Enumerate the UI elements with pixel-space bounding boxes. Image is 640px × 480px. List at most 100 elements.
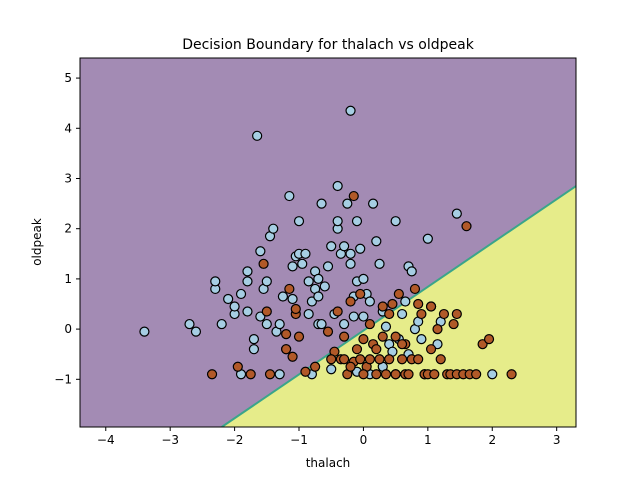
data-point-class-0 [313, 273, 324, 284]
data-point-class-1 [355, 354, 366, 365]
data-point-class-0 [210, 276, 221, 287]
data-point-class-1 [206, 369, 218, 380]
y-tick-label: −1 [54, 372, 72, 386]
data-point-class-1 [448, 318, 459, 330]
data-point-class-0 [293, 216, 305, 227]
data-point-class-0 [274, 369, 285, 380]
data-point-class-0 [342, 198, 353, 209]
data-point-class-1 [371, 369, 382, 380]
y-tick-label: 3 [64, 171, 72, 185]
data-point-class-1 [287, 351, 298, 362]
data-point-class-1 [345, 361, 356, 372]
data-point-class-1 [377, 301, 388, 312]
data-point-class-0 [300, 248, 311, 259]
data-point-class-0 [261, 318, 272, 330]
data-point-class-0 [371, 236, 382, 247]
y-axis: −1 0 1 2 3 4 5 [54, 71, 80, 386]
data-point-class-0 [406, 266, 417, 277]
data-point-class-1 [281, 329, 292, 340]
data-point-class-1 [364, 354, 375, 365]
data-point-class-0 [326, 241, 337, 252]
data-point-class-1 [358, 369, 369, 380]
data-point-class-0 [351, 216, 363, 227]
data-point-class-0 [396, 308, 408, 320]
data-point-class-1 [377, 331, 388, 342]
y-tick-label: 0 [64, 322, 72, 336]
data-points [139, 105, 517, 380]
data-point-class-0 [274, 318, 285, 330]
data-point-class-0 [255, 246, 266, 257]
data-point-class-0 [303, 276, 314, 287]
data-point-class-0 [235, 288, 247, 300]
data-point-class-0 [313, 291, 324, 302]
data-point-class-1 [358, 334, 369, 345]
data-point-class-1 [429, 369, 440, 380]
data-point-class-1 [284, 283, 295, 295]
data-point-class-1 [300, 366, 311, 377]
data-point-class-1 [461, 221, 472, 232]
data-point-class-1 [471, 369, 482, 380]
data-point-class-0 [380, 321, 392, 332]
x-tick-label: 3 [553, 433, 561, 447]
x-tick-label: −1 [290, 433, 308, 447]
x-tick-label: 0 [360, 433, 368, 447]
data-point-class-0 [242, 306, 253, 317]
data-point-class-1 [232, 361, 243, 372]
data-point-class-0 [248, 334, 260, 345]
data-point-class-0 [252, 130, 263, 141]
data-point-class-1 [384, 354, 395, 365]
data-point-class-1 [425, 344, 437, 355]
data-point-class-1 [339, 331, 350, 342]
x-tick-label: −3 [161, 433, 179, 447]
data-point-class-1 [332, 306, 343, 317]
data-point-class-1 [261, 306, 272, 317]
data-point-class-0 [326, 364, 337, 375]
data-point-class-1 [322, 326, 334, 337]
data-point-class-0 [261, 276, 272, 287]
data-point-class-0 [287, 261, 298, 272]
data-point-class-1 [326, 354, 337, 365]
x-tick-label: 1 [424, 433, 432, 447]
data-point-class-1 [245, 369, 256, 380]
data-point-class-0 [339, 318, 350, 330]
data-point-class-1 [390, 369, 401, 380]
decision-boundary-line [221, 185, 576, 427]
data-point-class-1 [384, 308, 395, 320]
data-point-class-0 [242, 266, 253, 277]
data-point-class-0 [339, 241, 350, 252]
data-point-class-1 [435, 354, 446, 365]
data-point-class-1 [290, 303, 301, 315]
data-point-class-0 [345, 105, 356, 116]
data-point-class-0 [416, 334, 427, 345]
data-point-class-1 [396, 354, 408, 365]
data-point-class-0 [374, 258, 385, 269]
data-point-class-1 [374, 354, 385, 365]
data-point-class-0 [316, 318, 327, 330]
data-point-class-0 [422, 233, 433, 244]
data-point-class-0 [242, 276, 253, 287]
data-point-class-1 [351, 344, 363, 355]
data-point-class-0 [322, 261, 334, 272]
data-point-class-1 [483, 334, 495, 345]
data-point-class-0 [332, 180, 343, 192]
data-point-class-0 [390, 216, 401, 227]
data-point-class-0 [316, 198, 327, 209]
data-point-class-1 [413, 298, 424, 310]
data-point-class-1 [413, 354, 424, 365]
data-point-class-0 [345, 248, 356, 259]
data-point-class-1 [364, 318, 375, 330]
data-point-class-0 [216, 318, 227, 330]
data-point-class-0 [303, 308, 314, 320]
data-point-class-0 [268, 223, 279, 234]
data-point-class-1 [396, 339, 408, 350]
data-point-class-0 [184, 318, 195, 330]
data-point-class-0 [287, 293, 298, 305]
data-point-class-1 [355, 288, 366, 300]
data-point-class-0 [355, 243, 366, 254]
data-point-class-0 [284, 190, 295, 202]
data-point-class-1 [409, 283, 421, 295]
data-point-class-1 [438, 308, 450, 320]
data-point-class-1 [371, 344, 382, 355]
data-point-class-0 [229, 301, 240, 312]
